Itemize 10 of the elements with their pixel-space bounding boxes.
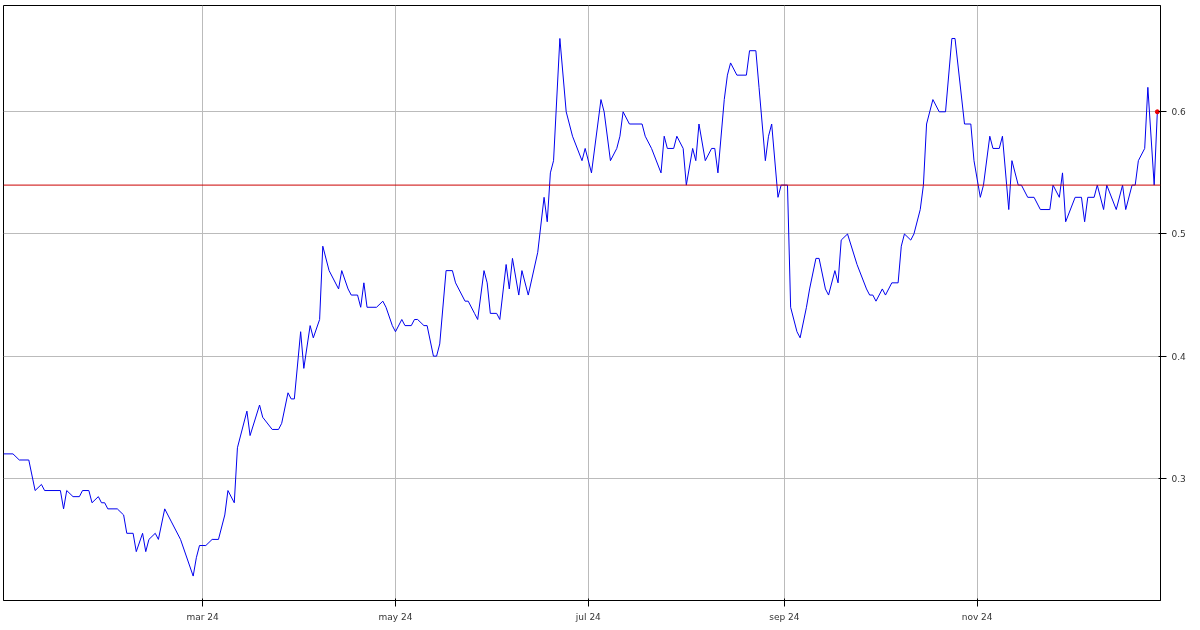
y-tick-label: 0.4	[1171, 351, 1187, 362]
x-tick-label: jul 24	[574, 611, 602, 622]
y-tick-label: 0.3	[1171, 473, 1186, 484]
y-tick-label: 0.6	[1171, 107, 1187, 118]
line-series	[3, 37, 1158, 577]
x-tick-label: sep 24	[769, 611, 800, 622]
y-tick-label: 0.5	[1171, 229, 1186, 240]
x-tick-label: mar 24	[186, 611, 220, 622]
x-tick-label: nov 24	[961, 611, 993, 622]
x-tick-label: may 24	[378, 611, 413, 622]
